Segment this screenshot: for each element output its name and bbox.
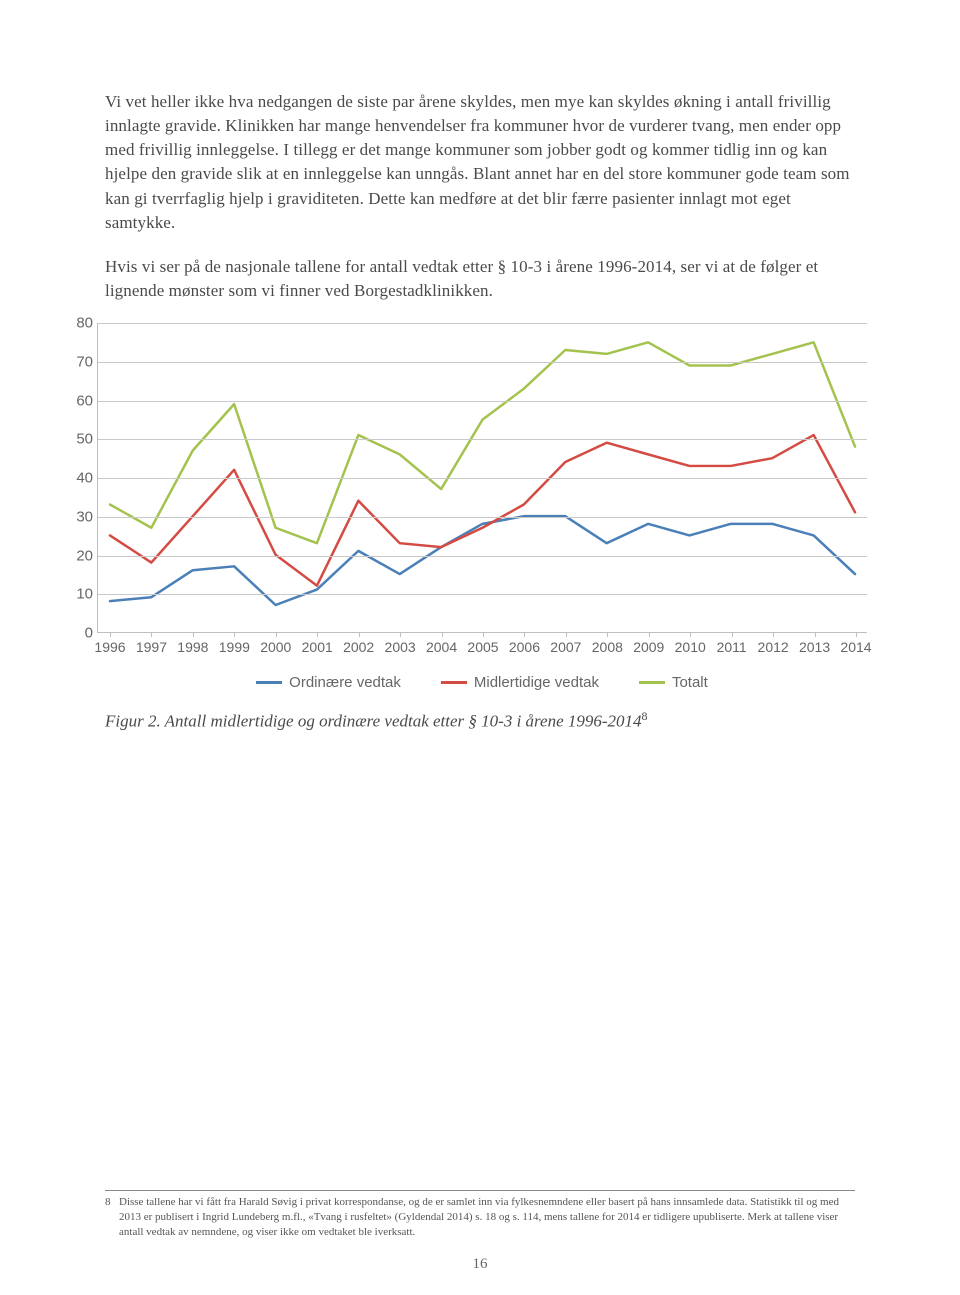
xtick-label: 2008 [592,639,623,655]
xtick-label: 2000 [260,639,291,655]
xtick-label: 2002 [343,639,374,655]
xtick-label: 2013 [799,639,830,655]
ytick-label: 30 [65,508,93,525]
xtick-label: 2009 [633,639,664,655]
paragraph-1: Vi vet heller ikke hva nedgangen de sist… [105,90,855,235]
footnote-block: 8 Disse tallene har vi fått fra Harald S… [105,1190,855,1240]
xtick-label: 2014 [840,639,871,655]
chart-series-line [110,342,855,543]
legend-swatch [256,681,282,684]
footnote-text: Disse tallene har vi fått fra Harald Søv… [119,1195,855,1240]
paragraph-2: Hvis vi ser på de nasjonale tallene for … [105,255,855,303]
page-number: 16 [0,1256,960,1273]
chart-series-line [110,435,855,586]
xtick-label: 1998 [177,639,208,655]
chart-legend: Ordinære vedtak Midlertidige vedtak Totalt [97,671,867,691]
chart-series-line [110,516,855,605]
figure-caption: Figur 2. Antall midlertidige og ordinære… [105,709,855,732]
xtick-label: 2012 [758,639,789,655]
xtick-label: 1999 [219,639,250,655]
xtick-label: 2011 [717,639,747,655]
ytick-label: 40 [65,470,93,487]
ytick-label: 60 [65,392,93,409]
ytick-label: 80 [65,315,93,332]
caption-text: Figur 2. Antall midlertidige og ordinære… [105,712,642,731]
line-chart: 0102030405060708019961997199819992000200… [97,323,867,691]
legend-label: Ordinære vedtak [289,674,401,691]
xtick-label: 2006 [509,639,540,655]
legend-item: Ordinære vedtak [256,674,401,691]
ytick-label: 0 [65,625,93,642]
ytick-label: 70 [65,353,93,370]
xtick-label: 2005 [467,639,498,655]
xtick-label: 1997 [136,639,167,655]
legend-swatch [441,681,467,684]
legend-label: Totalt [672,674,708,691]
caption-sup: 8 [642,709,648,723]
xtick-label: 2003 [385,639,416,655]
legend-label: Midlertidige vedtak [474,674,599,691]
xtick-label: 2010 [675,639,706,655]
xtick-label: 1996 [94,639,125,655]
xtick-label: 2004 [426,639,457,655]
xtick-label: 2007 [550,639,581,655]
ytick-label: 50 [65,431,93,448]
legend-item: Midlertidige vedtak [441,674,599,691]
legend-item: Totalt [639,674,708,691]
legend-swatch [639,681,665,684]
ytick-label: 20 [65,547,93,564]
xtick-label: 2001 [302,639,333,655]
ytick-label: 10 [65,586,93,603]
footnote-number: 8 [105,1195,119,1240]
